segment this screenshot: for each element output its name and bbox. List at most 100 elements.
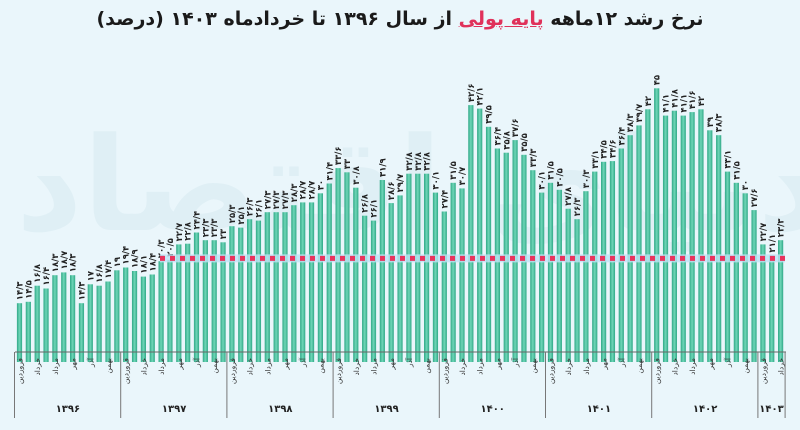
bar-value-label: ۲۶/۱ [370, 199, 380, 218]
bar [25, 301, 31, 362]
bar-value-label: ۱۶/۴ [42, 267, 52, 286]
month-label: مهر [493, 358, 502, 371]
bar-value-label: ۲۶/۱ [254, 199, 264, 218]
bar [689, 112, 695, 362]
bar-value-label: ۳۲/۸ [414, 151, 424, 170]
month-label: فروردین [653, 358, 662, 385]
bar-value-label: ۲۷/۳ [263, 190, 273, 209]
bar [468, 105, 474, 362]
bar [87, 284, 93, 362]
bar-value-label: ۳۸/۳ [715, 113, 725, 132]
bar [131, 271, 138, 362]
bar-value-label: ۱۸/۹ [131, 249, 141, 268]
bar [353, 187, 359, 362]
bar [264, 212, 270, 362]
bar-value-label: ۱۴/۳ [16, 281, 26, 300]
bar-value-label: ۳۱/۵ [547, 161, 557, 180]
bar [760, 244, 766, 362]
month-label: مهر [175, 358, 184, 371]
month-label: آذر [616, 357, 626, 368]
bar [308, 202, 315, 362]
bar [751, 210, 757, 362]
month-label: فروردین [759, 358, 768, 385]
bar [176, 244, 182, 362]
bar-value-label: ۲۱/۱ [768, 234, 778, 253]
bar-value-label: ۳۳/۱ [724, 150, 734, 169]
bar [583, 191, 589, 362]
bar [78, 303, 85, 362]
bar [300, 202, 306, 362]
bar [158, 261, 164, 362]
bar-value-label: ۲۰/۳ [157, 239, 167, 258]
bar-value-label: ۳۵/۵ [520, 133, 530, 152]
bar [530, 170, 536, 362]
bar-value-label: ۳۱/۴ [325, 162, 335, 181]
bar-value-label: ۱۸/۳ [69, 253, 79, 272]
bar [778, 240, 784, 362]
month-label: فروردین [16, 358, 25, 385]
bar-value-label: ۲۷/۳ [272, 190, 282, 209]
bar [406, 173, 412, 362]
bar [424, 173, 430, 362]
bar-value-label: ۳۹/۵ [485, 105, 495, 124]
bar [273, 212, 279, 362]
bar [662, 115, 669, 362]
month-label: بهمن [316, 358, 325, 374]
bar [574, 219, 580, 362]
bar [707, 130, 713, 362]
month-label: خرداد [246, 358, 255, 376]
bar [432, 192, 439, 362]
bar-value-label: ۴۲ [697, 95, 707, 106]
bar-value-label: ۱۷ [86, 270, 96, 281]
bar [671, 110, 677, 362]
bar [654, 88, 660, 363]
month-label: آذر [298, 357, 308, 368]
month-label: خرداد [352, 358, 361, 376]
month-label: خرداد [139, 358, 148, 376]
bar [185, 243, 191, 362]
bar-value-label: ۳۹ [706, 116, 716, 127]
bar-value-label: ۴۵ [653, 75, 663, 85]
bar-value-label: ۴۱/۱ [662, 94, 672, 113]
bar [211, 240, 217, 362]
year-label: ۱۳۹۸ [268, 404, 292, 415]
bar [645, 109, 651, 362]
bar [397, 195, 403, 362]
bar-value-label: ۳۸/۳ [626, 113, 636, 132]
bar [43, 288, 49, 362]
bar [193, 232, 200, 362]
year-label: ۱۳۹۷ [162, 404, 186, 415]
title-highlight: پایه پولی [458, 8, 544, 30]
month-label: خرداد [564, 358, 573, 376]
bar-value-label: ۲۷/۳ [281, 190, 291, 209]
month-label: مهر [281, 358, 290, 371]
bar-value-label: ۲۶/۳ [246, 197, 256, 216]
month-label: فروردین [547, 358, 556, 385]
bar-value-label: ۱۹/۴ [122, 246, 132, 265]
bar-value-label: ۳۳ [343, 158, 353, 169]
bar [733, 182, 739, 362]
bar-value-label: ۳۱/۵ [732, 161, 742, 180]
bar [34, 285, 40, 362]
month-label: مهر [69, 358, 78, 371]
bar-value-label: ۱۷/۴ [104, 260, 114, 279]
bar-value-label: ۳۰ [741, 180, 751, 190]
bar-value-label: ۲۷/۴ [440, 190, 450, 209]
bar [317, 193, 323, 362]
bar-value-label: ۲۶/۳ [573, 197, 583, 216]
bar-value-label: ۳۳/۶ [334, 146, 344, 165]
month-label: مهر [706, 358, 715, 371]
month-label: مرداد [51, 358, 60, 375]
bar-value-label: ۲۸/۶ [387, 181, 397, 200]
bar [415, 173, 421, 362]
month-label: مرداد [263, 358, 272, 375]
bar [627, 135, 633, 362]
bar [716, 135, 722, 362]
bar [485, 126, 492, 362]
bar-value-label: ۲۲/۸ [184, 221, 194, 240]
bar-value-label: ۱۴/۳ [77, 281, 87, 300]
bar-value-label: ۳۰/۸ [352, 165, 362, 184]
bar [362, 215, 368, 362]
bar [140, 276, 146, 362]
